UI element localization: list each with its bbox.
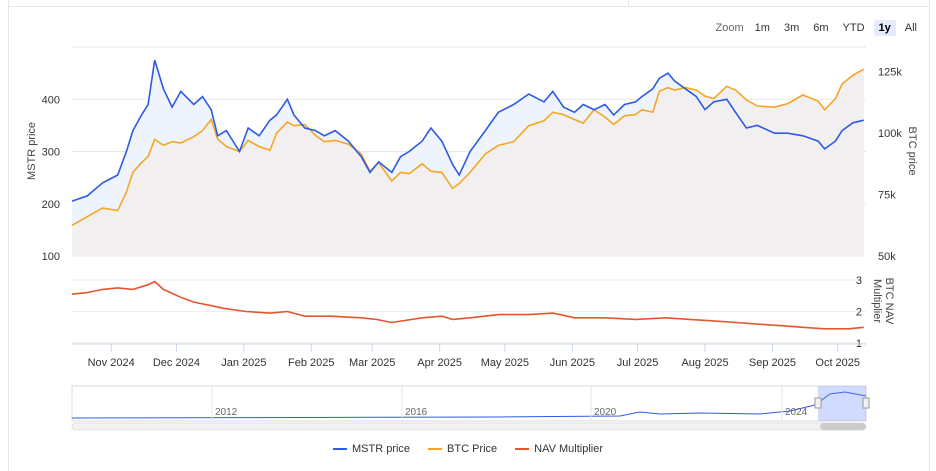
x-tick-label: Jul 2025 [617,357,659,369]
panel-top-divider [628,0,629,6]
y-tick-label-left: 400 [42,94,60,106]
zoom-label: Zoom [715,22,744,34]
navigator-year-label: 2020 [594,407,617,418]
legend-item-btc[interactable]: BTC Price [428,443,497,455]
nav-multiplier-line [71,280,864,330]
legend-swatch-btc [428,448,443,450]
legend-item-nav[interactable]: NAV Multiplier [515,443,603,455]
panel-left-border [8,0,9,471]
legend-label-btc: BTC Price [447,443,498,455]
nav-tick-label: 3 [856,275,862,287]
navigator-frame [71,385,867,422]
x-tick-label: Apr 2025 [417,357,462,369]
y-tick-label-left: 100 [42,251,60,263]
legend-swatch-mstr [332,448,347,450]
nav-axis-title-1: BTC NAV [883,278,895,326]
navigator-handle-left[interactable] [814,397,822,409]
nav-tick-label: 2 [856,307,862,319]
legend-label-nav: NAV Multiplier [534,443,604,455]
nav-axis-title-2: Multiplier [871,279,883,323]
navigator-series-line [71,391,867,419]
y-tick-label-left: 300 [42,147,60,159]
x-tick-label: Jan 2025 [221,357,266,369]
navigator-handle-right[interactable] [862,397,870,409]
zoom-1m-button[interactable]: 1m [754,22,770,34]
panel-top-border [8,0,930,7]
navigator-scrollbar-thumb[interactable] [820,423,866,430]
y-axis-title-right: BTC price [906,127,918,176]
x-tick-label: Nov 2024 [88,357,135,369]
navigator-year-label: 2024 [785,407,808,418]
y-axis-title-left: MSTR price [26,122,38,180]
x-tick-label: Oct 2025 [815,357,860,369]
panel-right-border [929,0,930,471]
chart-legend: MSTR price BTC Price NAV Multiplier [0,443,936,455]
navigator-year-label: 2012 [215,407,238,418]
navigator-year-label: 2016 [405,407,428,418]
zoom-controls: Zoom 1m 3m 6m YTD 1y All [716,20,922,36]
btc-price-line [71,68,865,226]
y-tick-label-right: 100k [878,128,902,140]
x-tick-label: May 2025 [481,357,529,369]
x-tick-label: Jun 2025 [550,357,595,369]
zoom-1y-button[interactable]: 1y [873,20,896,36]
legend-swatch-nav [515,448,530,450]
zoom-ytd-button[interactable]: YTD [842,22,865,34]
x-tick-label: Dec 2024 [153,357,200,369]
y-tick-label-right: 75k [878,190,896,202]
btc-area [72,69,864,256]
legend-item-mstr[interactable]: MSTR price [332,443,411,455]
y-tick-label-right: 50k [878,251,896,263]
x-tick-label: Aug 2025 [681,357,728,369]
mstr-price-line [71,59,864,202]
zoom-6m-button[interactable]: 6m [813,22,829,34]
navigator-scrollbar-track[interactable] [71,422,867,431]
y-tick-label-left: 200 [42,199,60,211]
navigator-selection [818,386,866,421]
zoom-all-button[interactable]: All [904,22,917,34]
x-tick-label: Feb 2025 [288,357,334,369]
y-tick-label-right: 125k [878,67,902,79]
legend-label-mstr: MSTR price [351,443,411,455]
x-tick-label: Mar 2025 [349,357,395,369]
zoom-3m-button[interactable]: 3m [783,22,800,34]
x-tick-label: Sep 2025 [749,357,796,369]
